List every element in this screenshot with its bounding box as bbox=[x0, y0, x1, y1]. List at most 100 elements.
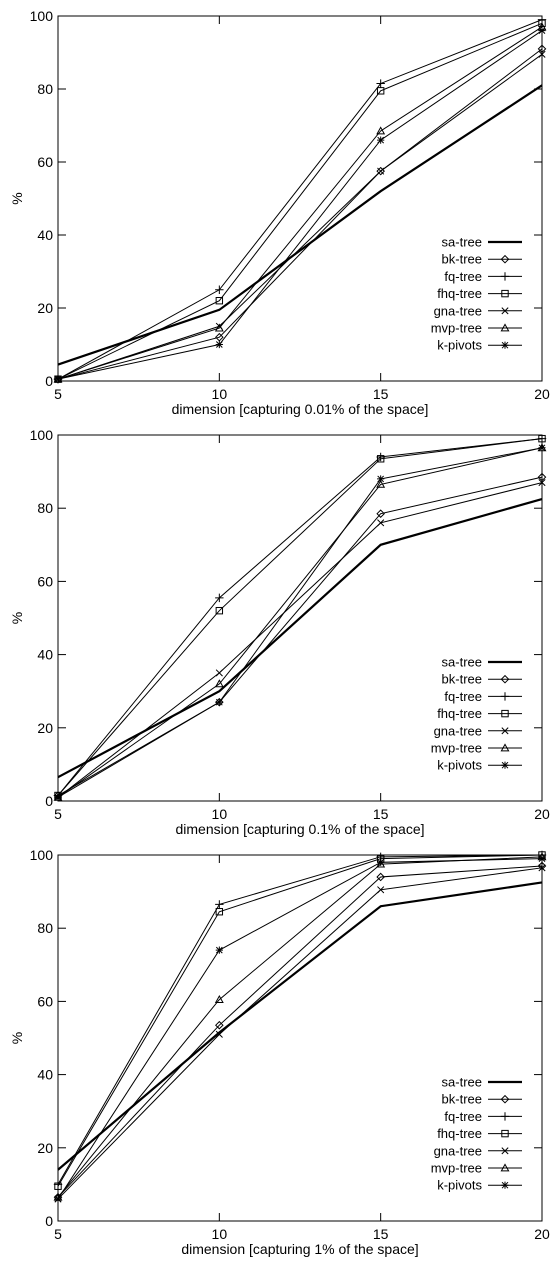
chart-3-series-mvp-tree-point bbox=[214, 994, 224, 1003]
chart-3-series-fhq-tree bbox=[54, 851, 546, 1190]
chart-1-series-fq-tree-point bbox=[215, 285, 224, 294]
chart-2-legend-marker-shape bbox=[501, 727, 509, 735]
chart-2-legend-label: mvp-tree bbox=[431, 741, 482, 756]
chart-1-legend-marker-shape bbox=[500, 272, 510, 281]
chart-3-legend-marker bbox=[500, 1112, 510, 1121]
chart-3-series-bk-tree-point-shape bbox=[215, 1020, 224, 1030]
chart-3-legend-label: bk-tree bbox=[442, 1092, 482, 1107]
chart-1-legend-marker-shape bbox=[500, 254, 510, 264]
chart-1-series-k-pivots-point-shape bbox=[377, 136, 385, 144]
chart-1-series-fq-tree-point-shape bbox=[215, 285, 224, 294]
chart-3-legend-marker bbox=[500, 1163, 510, 1172]
chart-1-legend-marker-shape bbox=[500, 323, 510, 332]
chart-3-y-axis-label: % bbox=[9, 1032, 25, 1044]
chart-1-ytick-label: 60 bbox=[37, 154, 53, 170]
chart-2-ytick-label: 60 bbox=[37, 573, 53, 589]
chart-2-series-mvp-tree-point bbox=[376, 479, 386, 488]
chart-1-legend-marker-shape bbox=[501, 307, 509, 315]
chart-2-series-mvp-tree-line bbox=[57, 447, 543, 798]
chart-3-series-k-pivots-point-shape bbox=[215, 946, 223, 954]
chart-2-series-gna-tree-point-shape bbox=[538, 479, 546, 487]
chart-2-legend-marker bbox=[501, 709, 509, 718]
chart-1-series-bk-tree-point bbox=[215, 332, 224, 342]
chart-3-ytick-label: 60 bbox=[37, 993, 53, 1009]
chart-2-legend-label: sa-tree bbox=[442, 655, 482, 670]
chart-2-series-k-pivots-point bbox=[215, 698, 223, 706]
chart-1-ytick-label: 20 bbox=[37, 300, 53, 316]
chart-1-series-gna-tree-point-shape bbox=[538, 50, 546, 58]
chart-2-xtick-label: 10 bbox=[212, 806, 228, 822]
chart-1-series-sa-tree-line bbox=[57, 84, 543, 366]
chart-2-legend-marker bbox=[501, 761, 509, 769]
chart-2-legend-label: k-pivots bbox=[437, 758, 482, 773]
chart-1-series-bk-tree-point-shape bbox=[215, 332, 224, 342]
chart-2-legend-label: gna-tree bbox=[434, 723, 482, 738]
chart-2: 0 20 40 60 80 100 5 10 15 20 dimension [capturing … bbox=[9, 427, 550, 837]
chart-3-plot-frame bbox=[57, 854, 543, 1222]
chart-1-series-fq-tree-point bbox=[376, 79, 385, 88]
chart-3-legend-marker bbox=[500, 1094, 510, 1104]
chart-3-series-k-pivots-point bbox=[377, 858, 385, 866]
chart-2-series-fhq-tree-point-shape bbox=[215, 606, 224, 615]
chart-3-legend-label: sa-tree bbox=[442, 1075, 482, 1090]
chart-3-legend-marker-shape bbox=[501, 1147, 509, 1155]
chart-1-series-k-pivots-point-shape bbox=[215, 340, 223, 349]
chart-1-series-bk-tree-line bbox=[57, 48, 543, 380]
chart-3-series-gna-tree-point-shape bbox=[377, 886, 385, 894]
chart-1-legend-marker bbox=[500, 323, 510, 332]
chart-2-series-fhq-tree-point-shape bbox=[376, 455, 385, 463]
chart-3-ytick-label: 0 bbox=[45, 1213, 53, 1229]
chart-2-series-fhq-tree-point bbox=[376, 455, 385, 463]
chart-1-ytick-label: 0 bbox=[45, 373, 53, 389]
chart-1-series-gna-tree-point-shape bbox=[377, 167, 385, 175]
chart-2-xtick-label: 15 bbox=[373, 806, 389, 822]
chart-1-series-gna-tree-point bbox=[377, 167, 385, 175]
chart-2-legend-label: fhq-tree bbox=[437, 706, 482, 721]
chart-1-legend-marker bbox=[500, 254, 510, 264]
chart-2-series-k-pivots-point bbox=[377, 475, 385, 483]
chart-2-series-sa-tree bbox=[57, 497, 543, 779]
chart-3-legend-marker-shape bbox=[500, 1094, 510, 1104]
chart-3-legend-label: k-pivots bbox=[437, 1178, 482, 1193]
chart-3-series-gna-tree-point bbox=[538, 864, 546, 872]
chart-3-series-fhq-tree-point bbox=[54, 1182, 62, 1190]
chart-2-series-bk-tree-point-shape bbox=[376, 509, 385, 518]
chart-1-series-fq-tree-line bbox=[57, 19, 543, 380]
chart-1-legend-label: fhq-tree bbox=[437, 286, 482, 301]
chart-3-legend-marker-shape bbox=[501, 1181, 509, 1189]
chart-1-legend-marker bbox=[500, 272, 510, 281]
chart-2-legend-marker bbox=[500, 743, 510, 752]
chart-2-series-mvp-tree-point bbox=[214, 679, 224, 688]
chart-1-series-k-pivots-point bbox=[54, 375, 62, 383]
chart-2-series-gna-tree-point-shape bbox=[215, 669, 223, 677]
chart-2-ytick-label: 80 bbox=[37, 500, 53, 516]
chart-1-series-mvp-tree-point bbox=[214, 323, 224, 332]
chart-1-series-k-pivots-point bbox=[377, 136, 385, 144]
chart-3-series-gna-tree-point-shape bbox=[538, 864, 546, 872]
chart-2-legend-marker-shape bbox=[500, 674, 510, 684]
chart-2-series-bk-tree-point-shape bbox=[537, 472, 547, 482]
chart-2-series-k-pivots bbox=[54, 444, 546, 801]
chart-2-series-sa-tree-line bbox=[57, 497, 543, 779]
chart-2-series-fhq-tree bbox=[54, 434, 546, 800]
chart-1-series-k-pivots-point bbox=[538, 27, 546, 35]
chart-3-ytick-label: 80 bbox=[37, 920, 53, 936]
chart-2-legend-marker bbox=[500, 674, 510, 684]
chart-1-legend-label: gna-tree bbox=[434, 303, 482, 318]
chart-1-xtick-label: 15 bbox=[373, 386, 389, 402]
chart-2-series-fq-tree-point-shape bbox=[215, 593, 224, 603]
chart-1-series-sa-tree bbox=[57, 84, 543, 366]
chart-1-legend-marker-shape bbox=[501, 341, 509, 349]
chart-1-series-gna-tree-point bbox=[538, 50, 546, 58]
chart-1-legend-label: mvp-tree bbox=[431, 321, 482, 336]
chart-1-plot-frame bbox=[57, 15, 543, 382]
chart-1-ytick-label: 80 bbox=[37, 81, 53, 97]
chart-2-legend-marker bbox=[501, 727, 509, 735]
chart-3-series-fhq-tree-point-shape bbox=[215, 908, 224, 916]
chart-2-series-gna-tree-point bbox=[215, 669, 223, 677]
chart-2-series-fq-tree-point bbox=[215, 593, 224, 603]
chart-1-series-bk-tree-point bbox=[537, 44, 547, 54]
chart-3-series-bk-tree-point bbox=[376, 872, 385, 882]
chart-1-series-fhq-tree-point bbox=[215, 297, 224, 305]
